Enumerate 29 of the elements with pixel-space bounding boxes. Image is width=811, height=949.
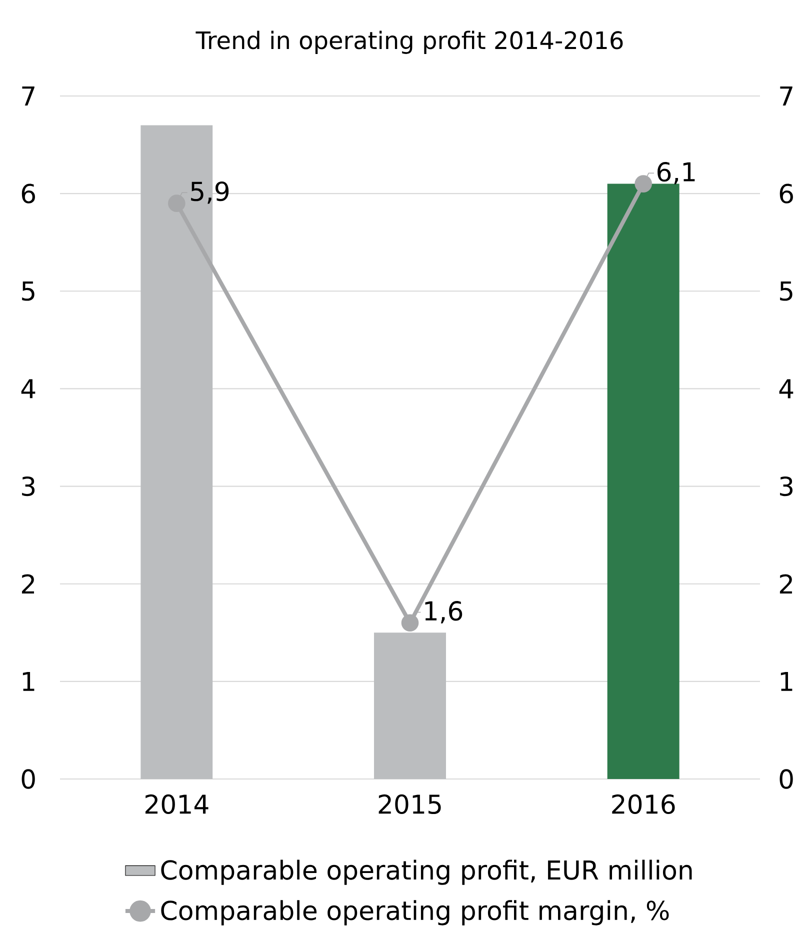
y-tick-label: 6 (22, 184, 35, 204)
chart-title: Trend in operating profit 2014-2016 (196, 30, 623, 54)
y-tick-label: 4 (21, 379, 36, 398)
y2-tick-label: 2 (780, 574, 792, 594)
x-tick-label: 2014 (145, 794, 208, 814)
y2-tick-label: 3 (780, 476, 792, 496)
y2-tick-label: 7 (780, 86, 792, 106)
legend-label: Comparable operating profit, EUR million (161, 860, 692, 885)
legend-label: Comparable operating profit margin, % (161, 900, 669, 926)
x-tick-label: 2015 (378, 794, 441, 814)
y2-tick-label: 4 (779, 379, 794, 398)
y-tick-label: 2 (22, 574, 34, 594)
y-tick-label: 3 (22, 476, 35, 496)
point (634, 175, 652, 192)
x-tick-label: 2016 (612, 794, 675, 814)
data-label: 1,6 (425, 601, 462, 624)
data-label: 5,9 (191, 181, 229, 204)
point (401, 614, 419, 632)
y2-tick-label: 1 (780, 672, 792, 691)
y-tick-label: 7 (22, 86, 34, 106)
bar (607, 184, 680, 779)
y-tick-label: 5 (22, 281, 34, 301)
bar (374, 632, 446, 779)
y-tick-label: 1 (22, 672, 34, 691)
y2-tick-label: 6 (780, 184, 793, 204)
y2-tick-label: 5 (780, 281, 792, 301)
y2-tick-label: 0 (780, 769, 793, 789)
y-tick-label: 0 (22, 769, 35, 789)
data-label: 6,1 (658, 162, 695, 184)
